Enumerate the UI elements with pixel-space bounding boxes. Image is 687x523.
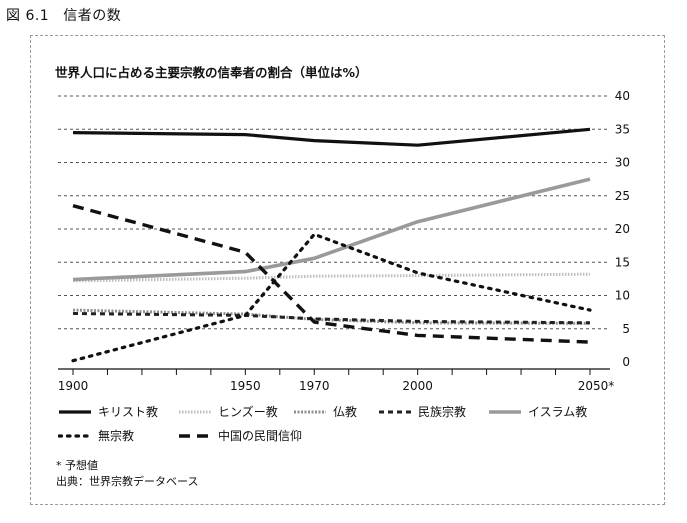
x-tick-label: 2050* (578, 379, 615, 393)
source-note: 出典：世界宗教データベース (56, 475, 199, 488)
figure-title: 信者の数 (63, 8, 122, 24)
legend-label: 無宗教 (98, 429, 135, 443)
series-line-6 (71, 232, 592, 363)
y-tick-label: 10 (615, 289, 630, 303)
series-line-4 (72, 312, 591, 325)
legend-swatch (179, 433, 211, 438)
projection-note: * 予想値 (56, 459, 98, 472)
legend-item: 仏教 (293, 403, 357, 420)
legend-label: 中国の民間信仰 (218, 429, 303, 443)
x-tick-label: 1970 (299, 379, 330, 393)
y-tick-label: 30 (615, 156, 630, 170)
legend-item: 無宗教 (58, 427, 134, 444)
y-tick-label: 20 (615, 222, 630, 236)
legend-item: キリスト教 (58, 403, 158, 420)
legend-item: 民族宗教 (378, 403, 466, 420)
y-tick-label: 0 (622, 355, 630, 369)
y-tick-label: 40 (615, 89, 630, 103)
x-tick-label: 1900 (58, 379, 89, 393)
legend-item: イスラム教 (488, 403, 587, 420)
series-line-5 (72, 177, 591, 282)
figure-number: 図 6.1 (6, 8, 50, 24)
figure-label: 図 6.1 信者の数 (6, 5, 121, 25)
legend-label: イスラム教 (528, 405, 588, 419)
legend-swatch (489, 409, 521, 414)
legend-swatch (59, 409, 91, 414)
legend-label: キリスト教 (98, 405, 159, 419)
x-tick-label: 1950 (230, 379, 261, 393)
y-tick-label: 35 (615, 122, 630, 136)
legend-label: 民族宗教 (418, 405, 467, 419)
x-tick-label: 2000 (402, 379, 433, 393)
series-line-3 (72, 308, 591, 325)
chart-frame (30, 35, 665, 505)
y-tick-label: 5 (622, 322, 630, 336)
legend-label: 仏教 (333, 405, 358, 419)
y-tick-label: 25 (615, 189, 630, 203)
legend-swatch (179, 410, 211, 413)
legend-swatch (294, 410, 326, 413)
legend-item: ヒンズー教 (178, 403, 278, 420)
legend-label: ヒンズー教 (218, 405, 278, 419)
y-tick-label: 15 (615, 255, 630, 269)
legend-swatch (58, 433, 92, 438)
chart-title: 世界人口に占める主要宗教の信奉者の割合（単位は%） (55, 65, 368, 80)
series-line-2 (72, 272, 591, 283)
legend-swatch (379, 410, 411, 413)
legend-item: 中国の民間信仰 (178, 427, 302, 444)
series-line-7 (72, 204, 591, 344)
series-line-1 (72, 127, 591, 147)
